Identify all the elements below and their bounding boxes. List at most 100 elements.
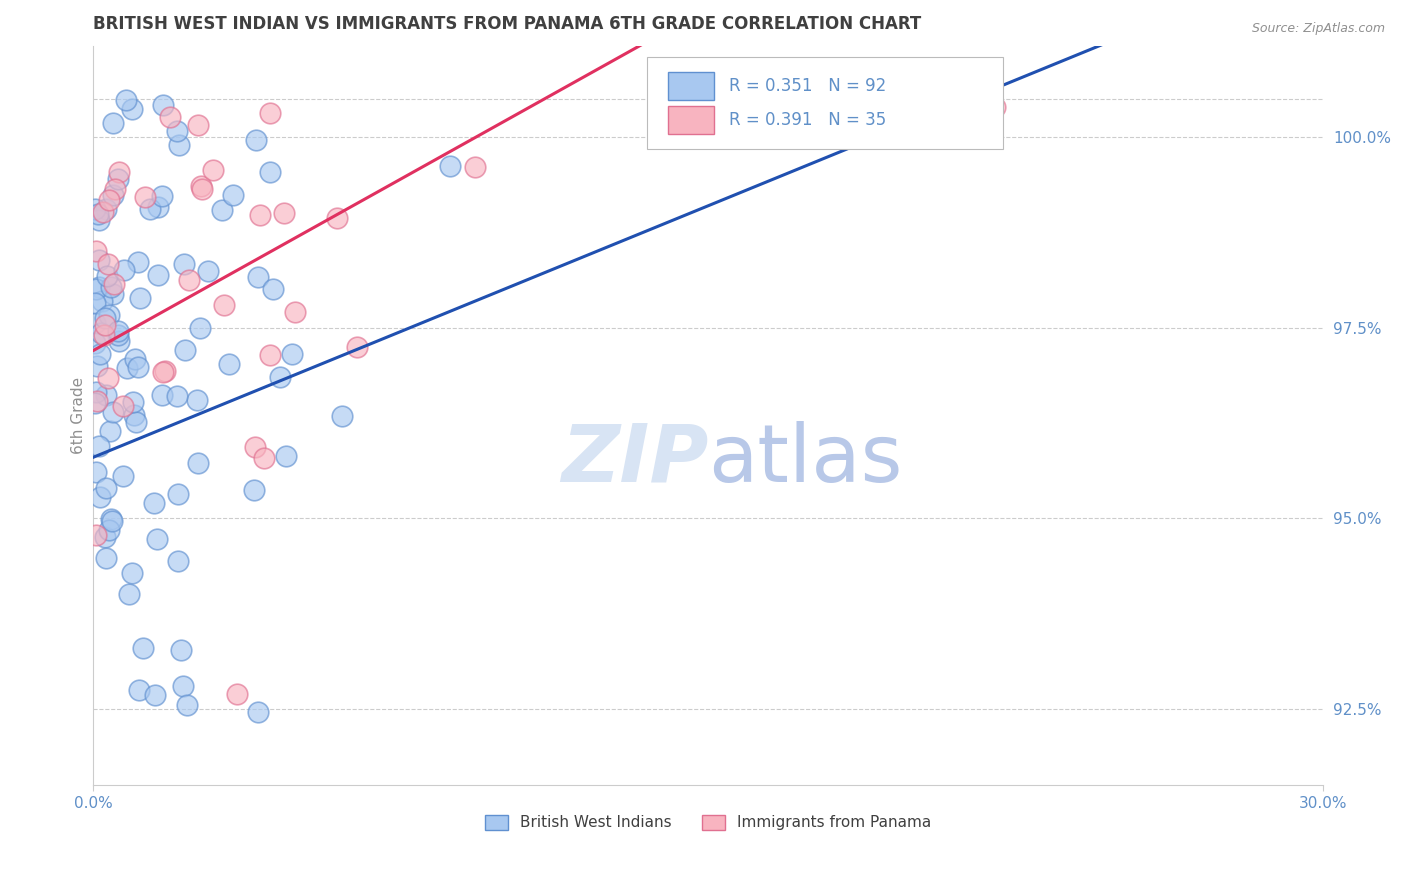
Point bbox=[124, 408, 146, 422]
Text: BRITISH WEST INDIAN VS IMMIGRANTS FROM PANAMA 6TH GRADE CORRELATION CHART: BRITISH WEST INDIAN VS IMMIGRANTS FROM P… bbox=[93, 15, 921, 33]
Point bbox=[166, 124, 188, 138]
Point bbox=[172, 679, 194, 693]
Point bbox=[87, 252, 110, 267]
Point bbox=[89, 347, 111, 361]
Point bbox=[100, 511, 122, 525]
Point bbox=[107, 324, 129, 338]
Point bbox=[202, 163, 225, 178]
Point bbox=[159, 110, 181, 124]
Point bbox=[245, 440, 267, 454]
Point bbox=[121, 102, 143, 116]
Point bbox=[170, 643, 193, 657]
Text: R = 0.351   N = 92: R = 0.351 N = 92 bbox=[730, 77, 886, 95]
Point bbox=[439, 159, 461, 173]
Point bbox=[107, 328, 129, 343]
Point bbox=[97, 308, 120, 322]
Point bbox=[225, 687, 247, 701]
Point bbox=[125, 415, 148, 429]
Point bbox=[121, 566, 143, 580]
Point bbox=[97, 257, 120, 271]
Point bbox=[103, 277, 125, 291]
Point bbox=[87, 213, 110, 227]
Point bbox=[190, 182, 212, 196]
Point bbox=[84, 282, 107, 296]
Point bbox=[148, 268, 170, 282]
Point bbox=[115, 360, 138, 375]
Point bbox=[104, 182, 127, 196]
FancyBboxPatch shape bbox=[647, 57, 1004, 149]
Point bbox=[179, 273, 201, 287]
Point bbox=[259, 348, 281, 362]
Bar bbox=[668, 71, 714, 100]
Point bbox=[100, 280, 122, 294]
Point bbox=[90, 326, 112, 341]
Point bbox=[124, 351, 146, 366]
Point bbox=[259, 165, 281, 179]
Legend: British West Indians, Immigrants from Panama: British West Indians, Immigrants from Pa… bbox=[479, 808, 938, 837]
Point bbox=[86, 393, 108, 408]
Point bbox=[101, 116, 124, 130]
Point bbox=[984, 100, 1007, 114]
Point bbox=[107, 172, 129, 186]
Point bbox=[146, 532, 169, 546]
Point bbox=[218, 357, 240, 371]
Point bbox=[173, 257, 195, 271]
Point bbox=[222, 188, 245, 202]
Text: ZIP: ZIP bbox=[561, 421, 709, 499]
Point bbox=[197, 264, 219, 278]
Point bbox=[212, 298, 235, 312]
Point bbox=[101, 514, 124, 528]
Point bbox=[84, 335, 107, 350]
Point bbox=[94, 530, 117, 544]
Point bbox=[84, 396, 107, 410]
Point bbox=[127, 254, 149, 268]
Point bbox=[107, 334, 129, 348]
Point bbox=[167, 138, 190, 153]
Point bbox=[94, 388, 117, 402]
Point bbox=[94, 318, 117, 333]
Bar bbox=[668, 106, 714, 135]
Point bbox=[96, 481, 118, 495]
Point bbox=[121, 394, 143, 409]
Point bbox=[101, 286, 124, 301]
Point bbox=[249, 208, 271, 222]
Point bbox=[145, 688, 167, 702]
Point bbox=[150, 189, 173, 203]
Point bbox=[262, 283, 284, 297]
Point bbox=[101, 405, 124, 419]
Point bbox=[84, 244, 107, 259]
Point bbox=[464, 161, 486, 175]
Point bbox=[94, 551, 117, 566]
Point bbox=[91, 204, 114, 219]
Point bbox=[273, 206, 295, 220]
Point bbox=[269, 369, 291, 384]
Point bbox=[346, 340, 368, 354]
Point bbox=[108, 164, 131, 178]
Point bbox=[155, 364, 177, 378]
Point bbox=[98, 424, 121, 438]
Point bbox=[101, 188, 124, 202]
Point bbox=[86, 207, 108, 221]
Text: Source: ZipAtlas.com: Source: ZipAtlas.com bbox=[1251, 22, 1385, 36]
Point bbox=[86, 359, 108, 374]
Point bbox=[84, 316, 107, 330]
Point bbox=[276, 449, 298, 463]
Point bbox=[84, 202, 107, 216]
Point bbox=[138, 202, 160, 217]
Point bbox=[112, 469, 135, 483]
Point bbox=[259, 105, 281, 120]
Point bbox=[84, 296, 107, 310]
Point bbox=[84, 465, 107, 479]
Point bbox=[284, 305, 307, 319]
Point bbox=[89, 491, 111, 505]
Point bbox=[187, 456, 209, 470]
Point bbox=[127, 359, 149, 374]
Point bbox=[166, 554, 188, 568]
Point bbox=[176, 698, 198, 713]
Point bbox=[143, 496, 166, 510]
Text: atlas: atlas bbox=[709, 421, 903, 499]
Point bbox=[94, 310, 117, 325]
Point bbox=[152, 97, 174, 112]
Point bbox=[84, 384, 107, 399]
Point bbox=[97, 371, 120, 385]
